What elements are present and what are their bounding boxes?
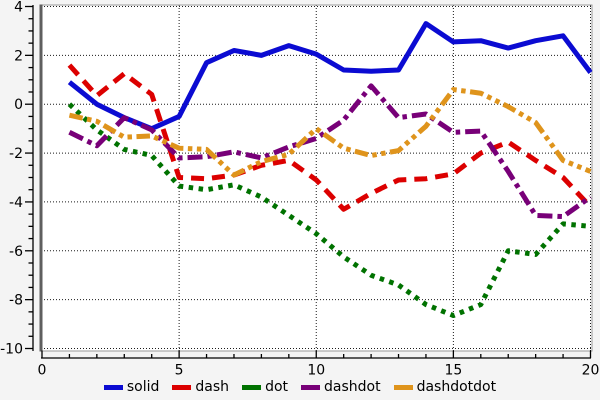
chart-legend: solid dash dot dashdot dashdotdot — [0, 377, 600, 397]
svg-text:2: 2 — [14, 48, 23, 64]
legend-item-dashdotdot: dashdotdot — [393, 379, 497, 395]
legend-swatch-dashdot — [301, 384, 321, 390]
x-axis — [41, 350, 592, 359]
svg-text:-8: -8 — [9, 293, 23, 309]
legend-item-dashdot: dashdot — [301, 379, 381, 395]
legend-swatch-dash — [172, 384, 192, 390]
legend-item-dot: dot — [242, 379, 288, 395]
x-tick-labels: 0 5 10 15 20 — [38, 363, 600, 379]
legend-label: dot — [265, 379, 289, 395]
y-axis — [25, 5, 34, 351]
svg-text:-4: -4 — [9, 195, 23, 211]
svg-text:20: 20 — [582, 363, 600, 379]
svg-text:5: 5 — [175, 363, 184, 379]
legend-label: dashdot — [324, 379, 381, 395]
series-dot-line — [67, 102, 591, 319]
svg-text:-2: -2 — [9, 146, 23, 162]
legend-item-dash: dash — [172, 379, 229, 395]
svg-text:0: 0 — [38, 363, 47, 379]
legend-label: dashdotdot — [416, 379, 497, 395]
series-solid-line — [67, 21, 593, 132]
y-tick-labels: 4 2 0 -2 -4 -6 -8 -10 — [0, 0, 23, 358]
svg-text:-6: -6 — [9, 244, 23, 260]
legend-swatch-solid — [103, 384, 123, 390]
svg-text:4: 4 — [14, 0, 23, 16]
legend-item-solid: solid — [103, 379, 160, 395]
series-dashdot-line — [68, 83, 592, 220]
legend-label: dash — [195, 379, 230, 395]
legend-swatch-dot — [242, 384, 262, 390]
svg-text:15: 15 — [444, 363, 462, 379]
svg-text:10: 10 — [307, 363, 325, 379]
svg-text:0: 0 — [14, 97, 23, 113]
series-dashdotdot-line — [68, 87, 592, 178]
legend-label: solid — [126, 379, 160, 395]
series-dash-line — [67, 63, 593, 212]
legend-swatch-dashdotdot — [393, 384, 413, 390]
svg-text:-10: -10 — [0, 342, 23, 358]
